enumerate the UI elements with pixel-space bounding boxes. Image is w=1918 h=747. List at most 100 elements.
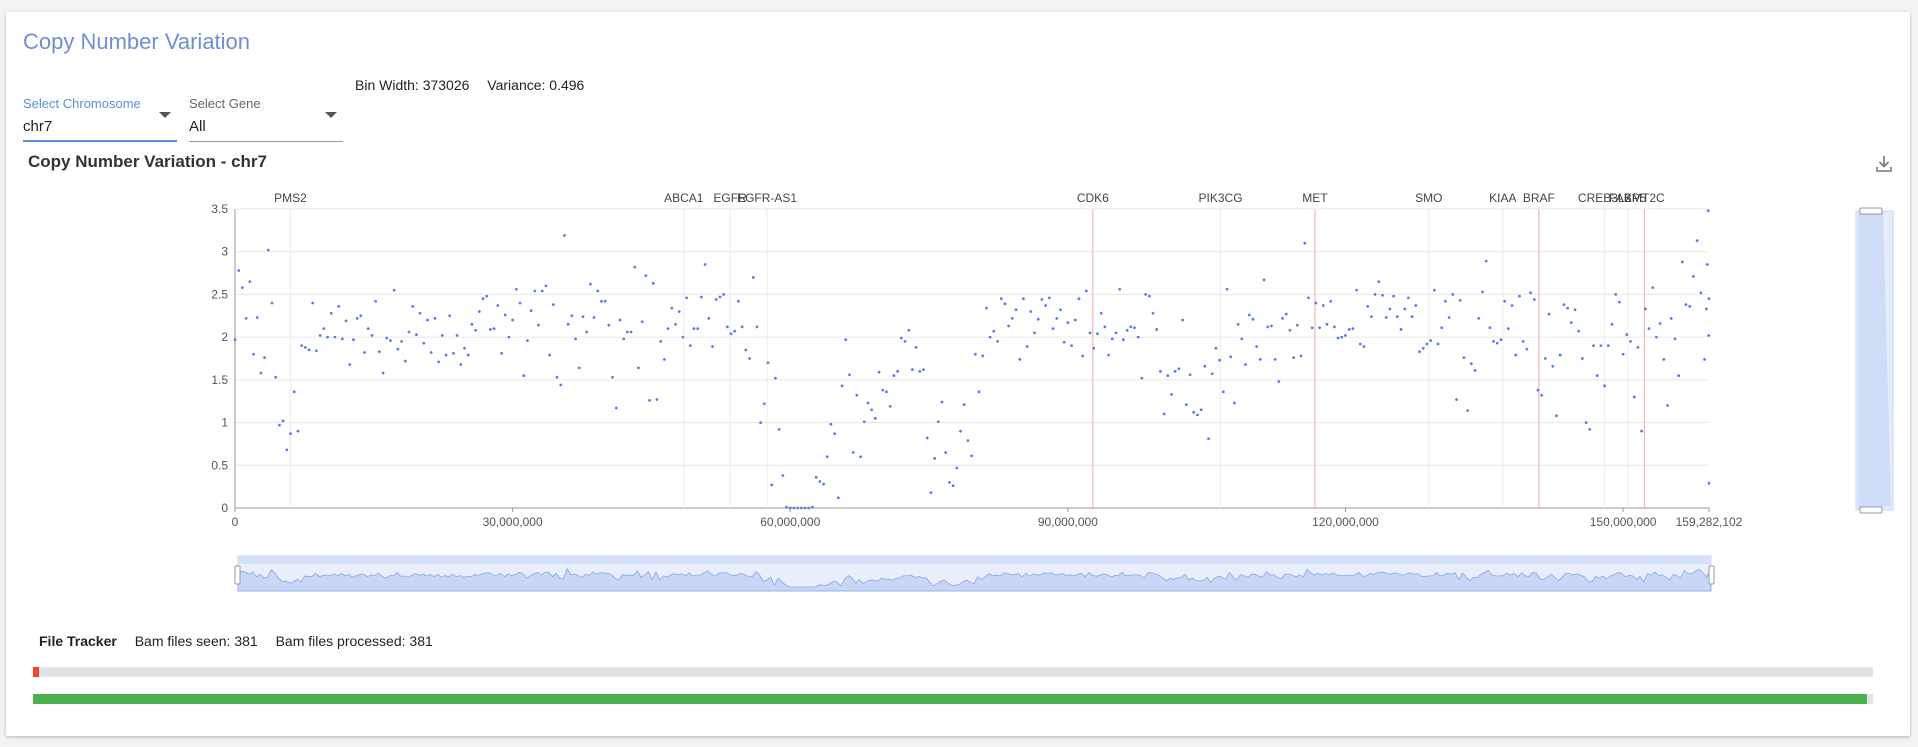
- data-point: [1096, 332, 1099, 336]
- data-point: [1621, 352, 1625, 356]
- data-point: [466, 353, 470, 357]
- range-slider-right-handle[interactable]: [1708, 565, 1715, 585]
- data-point: [1007, 324, 1011, 328]
- data-point: [881, 388, 885, 392]
- y-range-slider-top-handle[interactable]: [1859, 207, 1883, 215]
- data-point: [355, 316, 359, 320]
- chevron-down-icon[interactable]: [159, 112, 171, 118]
- gene-label: KMT2C: [1624, 191, 1665, 205]
- data-point: [477, 310, 481, 313]
- data-point: [888, 404, 892, 408]
- data-point: [1081, 354, 1085, 358]
- gene-label: BRAF: [1523, 191, 1555, 205]
- data-point: [848, 373, 851, 377]
- data-point: [851, 451, 855, 454]
- gene-select-label: Select Gene: [189, 96, 261, 111]
- data-point: [374, 299, 378, 303]
- data-point: [981, 354, 985, 358]
- chevron-down-icon[interactable]: [325, 112, 337, 118]
- data-point: [766, 361, 770, 365]
- data-point: [666, 327, 670, 330]
- data-point: [903, 340, 907, 343]
- data-point: [1351, 327, 1355, 330]
- data-point: [655, 398, 659, 401]
- range-slider-handle-bar[interactable]: [238, 556, 1711, 564]
- data-point: [718, 295, 722, 299]
- data-point: [1440, 326, 1444, 330]
- data-point: [326, 335, 329, 339]
- data-point: [677, 310, 681, 313]
- range-slider-sparkline[interactable]: [237, 567, 1712, 592]
- data-point: [581, 315, 585, 319]
- data-point: [533, 289, 537, 293]
- data-point: [662, 357, 666, 361]
- data-point: [748, 357, 751, 360]
- data-point: [544, 284, 548, 288]
- data-point: [596, 289, 600, 293]
- data-point: [1392, 294, 1396, 298]
- data-point: [1240, 337, 1244, 341]
- data-point: [722, 293, 726, 296]
- data-point: [1477, 316, 1481, 320]
- data-point: [551, 303, 555, 307]
- data-point: [966, 439, 970, 442]
- data-point: [285, 448, 289, 452]
- data-point: [603, 299, 607, 303]
- download-icon[interactable]: [1874, 154, 1894, 174]
- bam-files-processed: Bam files processed: 381: [275, 633, 433, 649]
- data-point: [1707, 481, 1711, 485]
- y-tick-label: 3.5: [211, 202, 228, 216]
- data-point: [1062, 340, 1066, 344]
- data-point: [1284, 312, 1288, 316]
- data-point: [910, 368, 914, 372]
- gene-select-value[interactable]: All: [189, 118, 206, 135]
- chromosome-select-value[interactable]: chr7: [23, 118, 53, 135]
- data-point: [1170, 392, 1173, 396]
- gene-select[interactable]: Select Gene All: [189, 82, 343, 142]
- data-point: [437, 360, 440, 364]
- data-point: [1036, 317, 1040, 321]
- data-point: [670, 306, 674, 310]
- data-point: [1310, 326, 1314, 330]
- y-range-slider-area[interactable]: [1858, 211, 1891, 510]
- data-point: [1288, 328, 1292, 332]
- data-point: [811, 505, 814, 509]
- data-point: [1558, 353, 1562, 357]
- y-range-slider-bottom-handle[interactable]: [1859, 506, 1883, 514]
- data-point: [1381, 293, 1384, 297]
- data-point: [1059, 308, 1062, 312]
- data-point: [340, 337, 344, 341]
- data-point: [1336, 336, 1340, 340]
- data-point: [770, 483, 774, 487]
- data-point: [1362, 345, 1366, 348]
- data-point: [1588, 428, 1592, 431]
- data-point: [1192, 410, 1196, 414]
- data-point: [563, 234, 566, 237]
- range-slider-left-handle[interactable]: [234, 565, 241, 585]
- data-point: [1281, 316, 1284, 320]
- data-point: [1499, 338, 1503, 342]
- y-tick-label: 2: [221, 330, 228, 344]
- data-point: [936, 420, 940, 424]
- data-point: [1503, 299, 1507, 303]
- x-tick-label: 159,282,102: [1676, 515, 1743, 529]
- data-point: [970, 454, 974, 458]
- chromosome-select[interactable]: Select Chromosome chr7: [23, 82, 177, 142]
- data-point: [1444, 299, 1447, 303]
- data-point: [418, 311, 422, 315]
- data-point: [444, 353, 448, 357]
- gene-label: PMS2: [274, 191, 307, 205]
- data-point: [992, 329, 996, 333]
- data-point: [648, 398, 651, 402]
- data-point: [814, 475, 818, 479]
- data-point: [559, 383, 563, 387]
- data-point: [1022, 297, 1025, 301]
- data-point: [855, 393, 859, 397]
- data-point: [344, 319, 348, 323]
- data-point: [751, 275, 755, 279]
- data-point: [311, 301, 315, 305]
- data-point: [300, 344, 304, 348]
- data-point: [1203, 364, 1207, 368]
- data-point: [714, 298, 718, 301]
